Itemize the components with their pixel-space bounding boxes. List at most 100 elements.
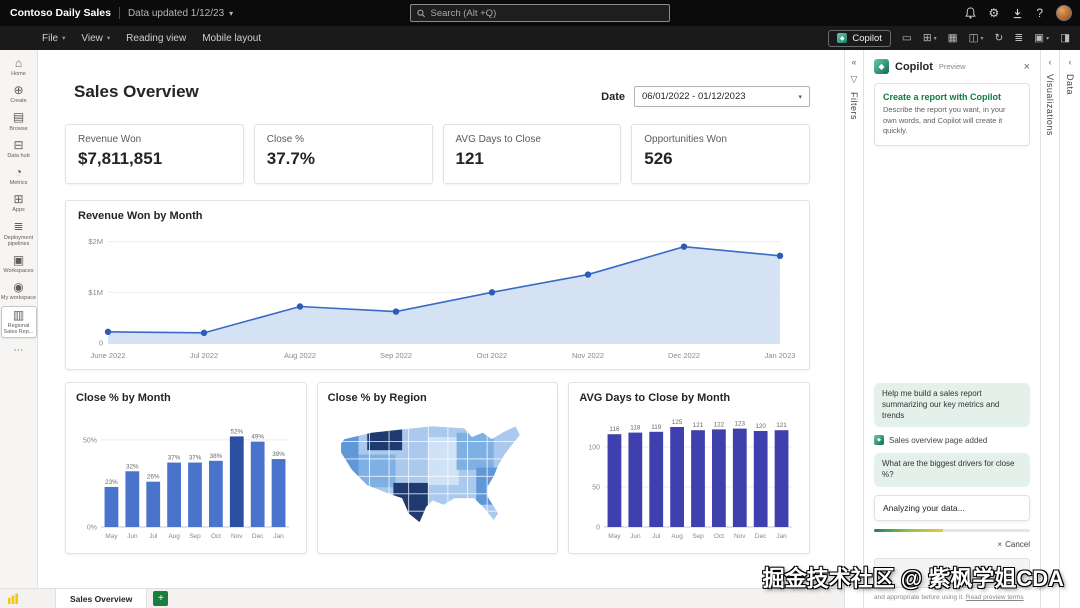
svg-text:52%: 52% (230, 428, 243, 435)
filters-rail[interactable]: « ▽ Filters (844, 50, 863, 608)
topbar-actions: ⚙ ? (964, 0, 1072, 26)
us-choropleth-map[interactable] (328, 404, 546, 540)
svg-text:Jun: Jun (127, 533, 138, 540)
svg-text:Jan 2023: Jan 2023 (765, 351, 796, 360)
sidebar-item-deployment-pipelines[interactable]: ≣ Deployment pipelines (1, 218, 37, 248)
data-rail[interactable]: ‹ Data (1059, 50, 1080, 608)
data-updated-label[interactable]: Data updated 1/12/23 (127, 7, 225, 19)
data-hub-icon: ⊟ (13, 137, 24, 152)
sidebar-item-apps[interactable]: ⊞ Apps (1, 191, 37, 215)
layout-icon[interactable]: ≣ (1014, 32, 1024, 44)
table-icon[interactable]: ▦ (947, 32, 958, 44)
svg-text:Jul: Jul (652, 533, 661, 540)
avg-days-bar-chart[interactable]: 0 50 100 116 May 118 Jun 119 Jul 125 Aug 121 Sep 122 O… (579, 404, 797, 540)
revenue-by-month-visual: Revenue Won by Month 0 $1M $2M June 2022 Jul… (65, 200, 810, 370)
date-range-dropdown[interactable]: 06/01/2022 - 01/12/2023 ▾ (634, 86, 810, 107)
filter-funnel-icon: ▽ (850, 74, 858, 84)
sidebar-item-regional-sales-report[interactable]: ▥ Regional Sales Rep... (0, 306, 37, 339)
svg-text:120: 120 (756, 423, 767, 430)
copilot-progress-bar (874, 528, 1030, 532)
user-avatar[interactable] (1056, 5, 1072, 21)
svg-text:49%: 49% (251, 434, 264, 441)
copilot-intro-card[interactable]: Create a report with Copilot Describe th… (874, 83, 1030, 146)
menu-view[interactable]: View ▾ (81, 32, 111, 44)
svg-text:Jun: Jun (630, 533, 641, 540)
revenue-area-chart[interactable]: 0 $1M $2M June 2022 Jul 2022 Aug 2022 Sep 2022… (78, 222, 798, 360)
cancel-button[interactable]: × Cancel (997, 539, 1030, 549)
user-message: What are the biggest drivers for close %… (874, 453, 1030, 487)
svg-text:Jan: Jan (777, 533, 788, 540)
kpi-opportunities-won: Opportunities Won 526 (631, 124, 810, 184)
svg-text:122: 122 (714, 421, 725, 428)
svg-text:119: 119 (652, 424, 663, 431)
preview-terms-link[interactable]: Read preview terms (965, 593, 1024, 601)
svg-text:Dec 2022: Dec 2022 (668, 351, 700, 360)
sidebar-item-home[interactable]: ⌂ Home (1, 55, 37, 79)
pipelines-icon: ≣ (13, 219, 24, 234)
chart-title: Revenue Won by Month (78, 210, 203, 222)
more-options-icon[interactable]: ⋯ (13, 345, 24, 357)
svg-text:Dec: Dec (252, 533, 264, 540)
search-input[interactable] (430, 7, 663, 19)
chevron-left-icon[interactable]: ‹ (1048, 57, 1052, 67)
progress-fill (874, 528, 943, 532)
view-options-icon[interactable]: ⊞ ▾ (922, 32, 937, 44)
copilot-input[interactable] (874, 557, 1030, 588)
sidebar-item-browse[interactable]: ▤ Browse (1, 109, 37, 133)
svg-text:121: 121 (693, 422, 704, 429)
user-message: Help me build a sales report summarizing… (874, 382, 1030, 428)
powerbi-logo (7, 593, 19, 605)
chart-title: Close % by Region (327, 392, 427, 404)
close-pct-bar-chart[interactable]: 0% 50% 23% May 32% Jun 26% Jul 37% Aug 37% Sep 38% Oc… (76, 404, 294, 540)
settings-gear-icon[interactable]: ⚙ (988, 6, 1000, 20)
menu-file[interactable]: File ▾ (42, 32, 66, 44)
visualizations-rail-label: Visualizations (1045, 74, 1055, 136)
refresh-icon[interactable]: ↻ (994, 32, 1004, 44)
sidebar-item-my-workspace[interactable]: ◉ My workspace (0, 279, 37, 302)
svg-text:Aug 2022: Aug 2022 (284, 351, 316, 360)
close-pct-by-region-visual: Close % by Region (316, 382, 559, 554)
copilot-analyzing-status: Analyzing your data... (874, 494, 1030, 521)
svg-text:Nov 2022: Nov 2022 (572, 351, 604, 360)
copilot-button[interactable]: ◆ Copilot (828, 29, 891, 47)
copilot-conversation: Help me build a sales report summarizing… (864, 382, 1040, 549)
global-search[interactable] (410, 4, 670, 22)
comment-icon[interactable]: ▭ (901, 32, 912, 44)
sidebar-item-metrics[interactable]: ◔ Metrics (1, 164, 37, 188)
svg-text:37%: 37% (189, 455, 202, 462)
help-icon[interactable]: ? (1036, 6, 1043, 20)
svg-text:Sep 2022: Sep 2022 (380, 351, 412, 360)
copilot-status-added: ◆ Sales overview page added (874, 435, 1030, 446)
svg-text:32%: 32% (126, 463, 139, 470)
frame-icon[interactable]: ▣ ▾ (1034, 32, 1050, 44)
close-icon: × (997, 539, 1003, 549)
add-page-button[interactable]: + (153, 591, 169, 606)
tab-sales-overview[interactable]: Sales Overview (55, 588, 148, 608)
svg-text:June 2022: June 2022 (90, 351, 125, 360)
svg-text:Dec: Dec (755, 533, 767, 540)
visualizations-rail[interactable]: ‹ Visualizations (1040, 50, 1059, 608)
sidebar-item-workspaces[interactable]: ▣ Workspaces (1, 252, 37, 276)
svg-text:Jul 2022: Jul 2022 (190, 351, 218, 360)
svg-text:50: 50 (593, 485, 601, 492)
split-icon[interactable]: ◨ (1060, 32, 1070, 44)
chevron-down-icon[interactable]: ▾ (229, 8, 234, 18)
report-icon: ▥ (12, 308, 25, 323)
svg-text:$1M: $1M (88, 288, 103, 297)
collapse-icon[interactable]: « (851, 57, 857, 67)
report-canvas: Sales Overview Date 06/01/2022 - 01/12/2… (38, 50, 844, 588)
svg-text:Sep: Sep (189, 533, 201, 540)
svg-text:0%: 0% (87, 525, 97, 532)
chevron-left-icon[interactable]: ‹ (1068, 57, 1072, 67)
download-icon[interactable] (1012, 8, 1023, 19)
kpi-cards: Revenue Won $7,811,851 Close % 37.7% AVG… (65, 124, 810, 184)
divider (118, 7, 120, 19)
close-icon[interactable]: × (1023, 60, 1030, 73)
sidebar-item-create[interactable]: ⊕ Create (1, 82, 37, 106)
filters-rail-label: Filters (849, 92, 859, 120)
menu-reading-view[interactable]: Reading view (126, 32, 187, 44)
notifications-bell-icon[interactable] (964, 7, 976, 19)
card-icon[interactable]: ◫ ▾ (968, 32, 984, 44)
sidebar-item-data-hub[interactable]: ⊟ Data hub (1, 137, 37, 161)
menu-mobile-layout[interactable]: Mobile layout (202, 32, 262, 44)
